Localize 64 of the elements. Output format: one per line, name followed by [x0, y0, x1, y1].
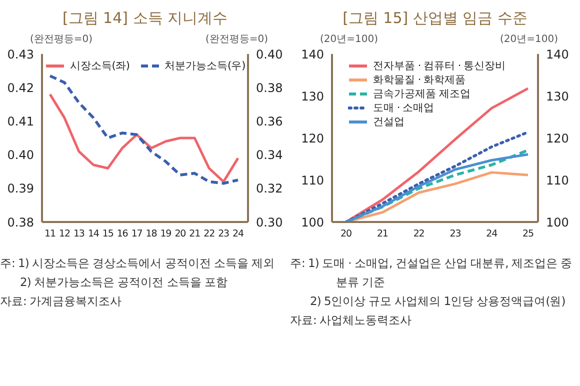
- y2-tick-label: 0.40: [256, 47, 283, 62]
- legend-label: 전자부품 · 컴퓨터 · 통신장비: [373, 59, 506, 73]
- y2-tick-label: 110: [546, 173, 569, 188]
- y2-tick-label: 130: [546, 89, 569, 104]
- y2-tick-label: 140: [546, 47, 569, 62]
- text: 자료: 사업체노동력조사: [290, 312, 413, 329]
- y-tick-label: 100: [301, 215, 324, 230]
- x-tick-label: 13: [73, 228, 85, 240]
- x-tick-label: 18: [146, 228, 158, 240]
- x-tick-label: 20: [174, 228, 186, 240]
- legend-label: 화학물질 · 화학제품: [373, 73, 466, 87]
- legend-label: 처분가능소득(우): [164, 59, 246, 73]
- legend-label: 시장소득(좌): [70, 59, 130, 73]
- text: 자료: 가계금융복지조사: [0, 293, 123, 310]
- x-tick-label: 19: [160, 228, 172, 240]
- x-tick-label: 21: [376, 228, 388, 240]
- y-tick-label: 130: [301, 89, 324, 104]
- text: 주: 1) 시장소득은 경상소득에서 공적이전 소득을 제외: [0, 255, 276, 272]
- x-tick-label: 22: [413, 228, 425, 240]
- y-tick-label: 0.40: [7, 148, 34, 162]
- text: 2) 처분가능소득은 공적이전 소득을 포함: [19, 274, 228, 291]
- line-series: [48, 74, 240, 185]
- y2-tick-label: 0.34: [256, 148, 283, 162]
- x-tick-label: 14: [88, 228, 100, 240]
- legend-label: 도매 · 소매업: [373, 101, 434, 115]
- x-tick-label: 23: [450, 228, 462, 240]
- x-tick-label: 23: [218, 228, 230, 240]
- legend-label: 금속가공제품 제조업: [373, 87, 470, 101]
- y2-axis-title: (20년=100): [500, 33, 558, 46]
- x-tick-label: 12: [59, 228, 70, 240]
- x-tick-label: 21: [189, 228, 201, 240]
- y2-tick-label: 0.38: [256, 80, 283, 95]
- x-tick-label: 25: [522, 228, 534, 240]
- y-tick-label: 0.41: [7, 114, 34, 128]
- y-tick-label: 0.42: [7, 80, 34, 95]
- y2-tick-label: 0.32: [256, 182, 283, 196]
- y2-axis-title: (완전평등=0): [205, 33, 268, 46]
- line-series: [48, 93, 240, 183]
- legend-label: 건설업: [373, 115, 404, 129]
- x-tick-label: 16: [116, 228, 128, 240]
- x-tick-label: 24: [486, 228, 498, 240]
- y-tick-label: 0.43: [7, 47, 34, 62]
- chart-title: [그림 15] 산업별 임금 수준: [342, 8, 528, 29]
- line-series: [344, 130, 530, 222]
- y-axis-title: (완전평등=0): [30, 33, 93, 46]
- y-tick-label: 0.39: [7, 182, 34, 196]
- text: 주: 1) 도매 · 소매업, 건설업은 산업 대분류, 제조업은 중분류 기준: [290, 255, 574, 291]
- chart-title: [그림 14] 소득 지니계수: [61, 8, 229, 29]
- y-tick-label: 110: [301, 173, 324, 188]
- x-tick-label: 20: [340, 228, 352, 240]
- text: 2) 5인이상 규모 사업체의 1인당 상용정액급여(원): [309, 293, 566, 310]
- y-tick-label: 140: [301, 47, 324, 62]
- y2-tick-label: 0.36: [256, 114, 283, 128]
- y-tick-label: 120: [301, 131, 324, 146]
- y2-tick-label: 120: [546, 131, 569, 146]
- y2-tick-label: 100: [546, 215, 569, 230]
- x-tick-label: 22: [204, 228, 216, 240]
- x-tick-label: 17: [131, 228, 143, 240]
- x-tick-label: 24: [232, 228, 244, 240]
- y-axis-title: (20년=100): [320, 33, 378, 46]
- y2-tick-label: 0.30: [256, 215, 283, 230]
- x-tick-label: 15: [102, 228, 114, 240]
- y-tick-label: 0.38: [7, 215, 34, 230]
- x-tick-label: 11: [44, 228, 56, 240]
